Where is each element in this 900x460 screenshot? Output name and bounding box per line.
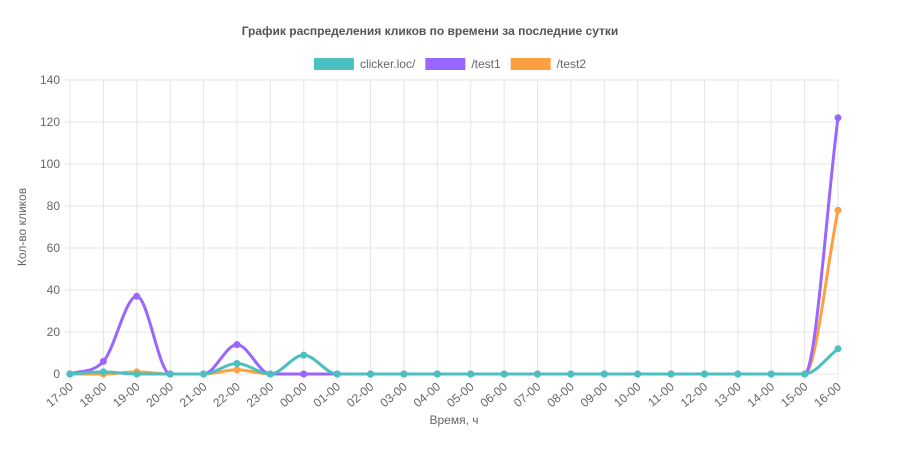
series-lines [69,117,840,376]
legend-swatch[interactable] [425,58,466,70]
y-tick-label: 20 [47,325,61,339]
data-point[interactable] [433,370,441,378]
data-point[interactable] [233,341,241,349]
y-axis-title: Кол-во кликов [15,188,29,266]
data-point[interactable] [300,370,308,378]
x-tick-label: 17-00 [43,379,76,410]
x-tick-label: 11-00 [645,379,677,409]
y-tick-label: 0 [53,367,60,381]
x-tick-label: 19-00 [110,379,143,410]
x-axis-title: Время, ч [429,413,478,427]
data-point[interactable] [634,370,642,378]
data-point[interactable] [700,370,708,378]
data-point[interactable] [233,360,241,367]
grid [64,79,839,380]
legend-label[interactable]: clicker.loc/ [360,57,416,71]
data-point[interactable] [166,370,174,378]
data-point[interactable] [300,351,308,359]
x-tick-label: 05-00 [444,379,477,410]
data-point[interactable] [834,345,842,353]
x-tick-label: 00-00 [277,379,310,410]
data-point[interactable] [367,370,375,378]
x-tick-label: 06-00 [477,379,510,410]
data-point[interactable] [533,370,541,378]
series-points [66,114,842,378]
x-tick-label: 16-00 [811,379,844,410]
legend: clicker.loc/ /test1/test2 [313,57,587,71]
y-tick-label: 80 [47,199,61,213]
x-tick-label: 12-00 [678,379,711,410]
x-tick-label: 07-00 [511,379,544,410]
data-point[interactable] [834,114,842,122]
x-tick-label: 23-00 [244,379,277,410]
data-point[interactable] [133,292,141,300]
data-point[interactable] [834,206,842,214]
legend-swatch[interactable] [313,58,354,70]
data-point[interactable] [99,368,107,376]
x-tick-label: 21-00 [177,379,210,410]
series-line [69,117,840,376]
x-tick-label: 03-00 [377,379,410,410]
x-tick-label: 22-00 [210,379,243,410]
data-point[interactable] [333,370,341,378]
y-axis-ticks: 0 20 40 60 80 100 120 140 [40,73,60,381]
data-point[interactable] [667,370,675,378]
series-line [69,347,839,376]
x-tick-label: 18-00 [77,379,110,410]
x-tick-label: 15-00 [778,379,811,410]
data-point[interactable] [801,370,809,378]
x-tick-label: 20-00 [144,379,177,410]
data-point[interactable] [734,370,742,378]
data-point[interactable] [467,370,475,378]
data-point[interactable] [400,370,408,378]
legend-label[interactable]: /test1 [471,57,501,71]
x-tick-label: 10-00 [611,379,644,410]
x-tick-label: 02-00 [344,379,377,410]
y-tick-label: 40 [47,283,61,297]
x-axis-ticks: 17-00 18-00 19-00 20-00 21-00 22-00 23-00 00-00… [43,379,844,410]
x-tick-label: 09-00 [578,379,611,410]
y-tick-label: 100 [40,157,60,171]
data-point[interactable] [99,357,107,365]
chart-title: График распределения кликов по времени з… [242,24,619,38]
x-tick-label: 01-00 [311,379,344,410]
data-point[interactable] [233,366,241,374]
data-point[interactable] [133,370,141,378]
x-tick-label: 08-00 [544,379,577,410]
x-tick-label: 04-00 [411,379,444,410]
data-point[interactable] [266,370,274,378]
y-tick-label: 120 [40,115,60,129]
y-tick-label: 60 [47,241,61,255]
series-line [69,209,840,376]
x-tick-label: 14-00 [745,379,778,410]
data-point[interactable] [500,370,508,378]
y-tick-label: 140 [40,73,60,87]
data-point[interactable] [600,370,608,378]
data-point[interactable] [567,370,575,378]
x-tick-label: 13-00 [711,379,744,410]
data-point[interactable] [200,370,208,378]
legend-swatch[interactable] [510,58,551,70]
legend-label[interactable]: /test2 [557,57,587,71]
data-point[interactable] [767,370,775,378]
data-point[interactable] [66,370,74,378]
